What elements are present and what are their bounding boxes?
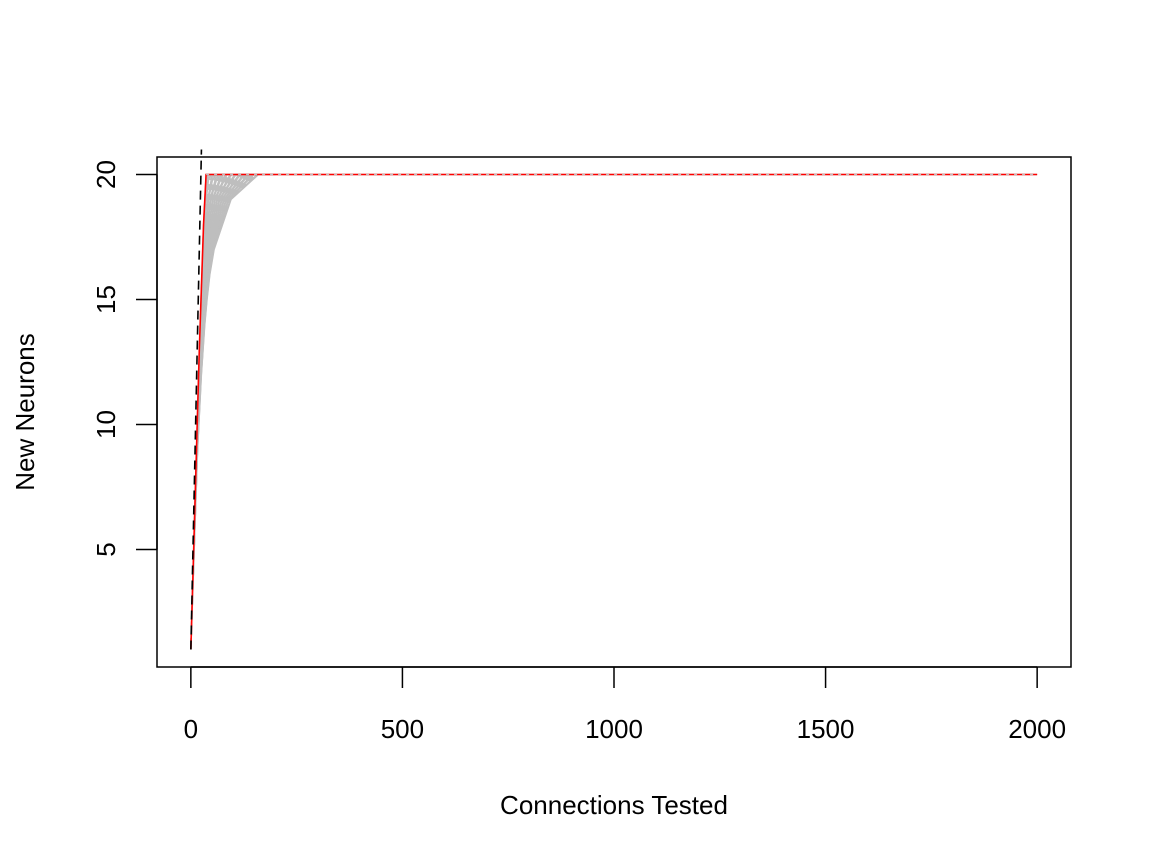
- gray-band-layer: [190, 173, 1038, 650]
- x-tick-label: 0: [184, 714, 198, 744]
- x-tick-label: 2000: [1008, 714, 1066, 744]
- x-tick-label: 500: [381, 714, 424, 744]
- y-tick-label: 10: [91, 410, 121, 439]
- x-axis-title: Connections Tested: [500, 790, 728, 820]
- plot-frame: [156, 156, 1072, 668]
- red-series-line: [190, 173, 1038, 650]
- y-axis-title: New Neurons: [10, 333, 40, 491]
- y-tick-label: 20: [91, 160, 121, 189]
- x-axis: 0 500 1000 1500 2000: [184, 666, 1066, 744]
- y-axis: 5 10 15 20: [91, 160, 158, 557]
- x-tick-label: 1500: [797, 714, 855, 744]
- x-tick-label: 1000: [585, 714, 643, 744]
- black-dashed-line: [190, 149, 203, 650]
- y-tick-label: 15: [91, 285, 121, 314]
- series-layer: [190, 149, 1038, 650]
- y-tick-label: 5: [91, 542, 121, 556]
